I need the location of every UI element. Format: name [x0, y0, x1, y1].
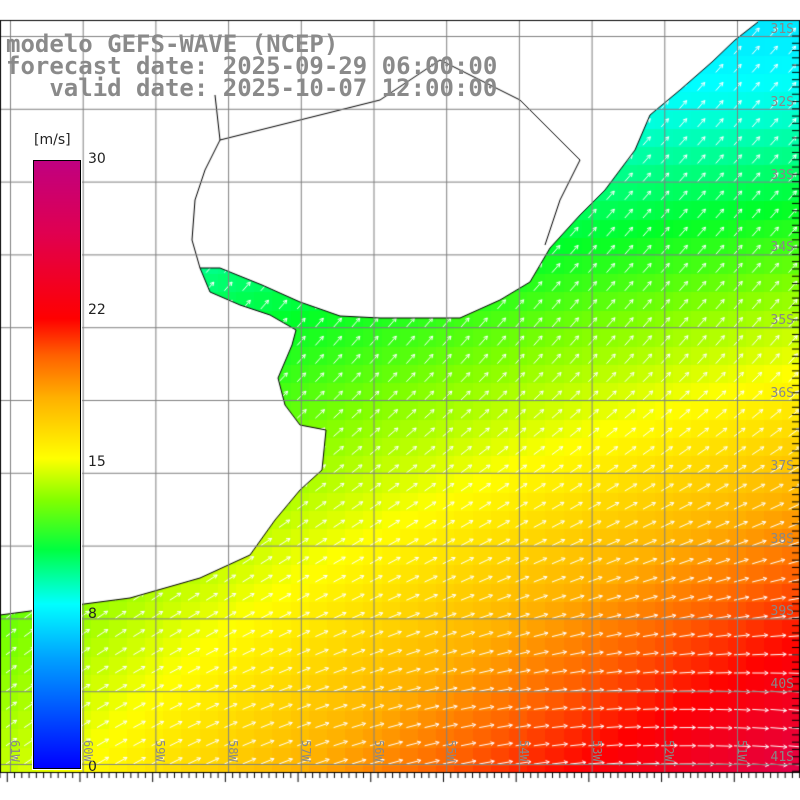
title-forecast-date: forecast date: 2025-09-29 06:00:00 — [6, 52, 498, 80]
title-model: modelo GEFS-WAVE (NCEP) — [6, 30, 339, 58]
longitude-label: 59W — [153, 740, 168, 762]
longitude-label: 51W — [735, 740, 749, 762]
longitude-label: 54W — [516, 740, 531, 762]
colorbar-tick-8: 8 — [88, 606, 97, 622]
latitude-label: 31S — [770, 22, 794, 37]
latitude-label: 35S — [770, 313, 794, 329]
latitude-label: 40S — [770, 677, 794, 693]
colorbar-tick-0: 0 — [88, 759, 97, 775]
latitude-label: 36S — [770, 386, 794, 401]
longitude-label: 60W — [80, 740, 95, 762]
latitude-label: 39S — [770, 604, 794, 620]
longitude-label: 52W — [662, 740, 677, 762]
colorbar-unit: [m/s] — [34, 132, 71, 148]
longitude-label: 56W — [371, 740, 386, 762]
latitude-label: 41S — [770, 750, 794, 765]
colorbar-tick-15: 15 — [88, 454, 106, 470]
latitude-label: 34S — [770, 240, 794, 256]
longitude-label: 53W — [589, 740, 604, 762]
longitude-label: 57W — [298, 740, 313, 762]
longitude-label: 55W — [444, 740, 459, 762]
title-valid-date: valid date: 2025-10-07 12:00:00 — [6, 74, 498, 102]
latitude-label: 32S — [770, 94, 794, 110]
latitude-label: 33S — [770, 167, 794, 183]
colorbar-tick-22: 22 — [88, 302, 106, 318]
latitude-label: 37S — [770, 458, 794, 474]
latitude-label: 38S — [770, 531, 794, 547]
longitude-label: 61W — [8, 740, 22, 762]
colorbar — [32, 159, 82, 770]
longitude-label: 58W — [226, 740, 241, 762]
colorbar-tick-30: 30 — [88, 151, 106, 167]
